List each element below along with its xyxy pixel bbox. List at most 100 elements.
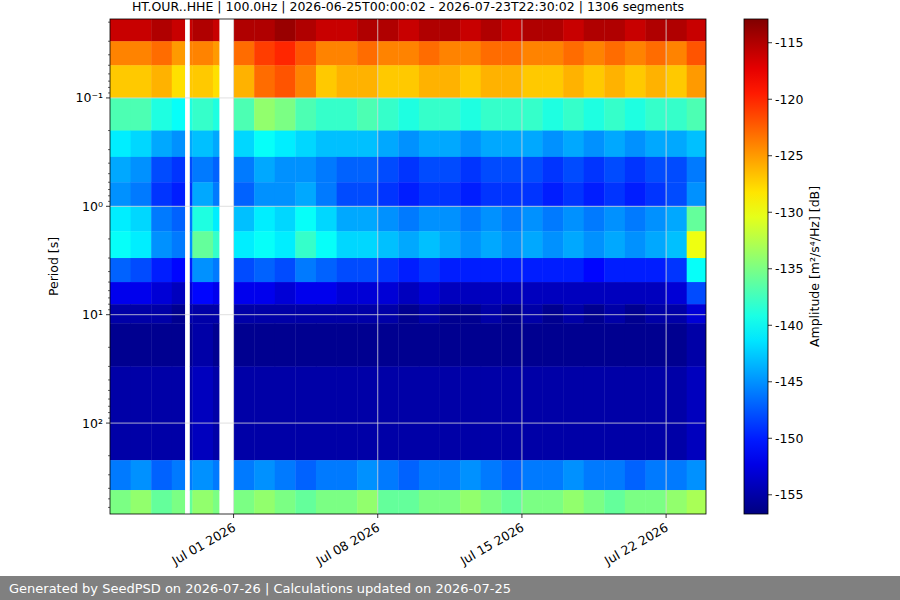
colorbar-tick-label: -140 [775, 318, 803, 333]
heatmap-cell [460, 131, 481, 158]
heatmap-cell [357, 490, 378, 514]
heatmap-cell [357, 41, 378, 65]
heatmap-cell [275, 366, 296, 460]
heatmap-cell [190, 323, 193, 367]
heatmap-cell [337, 98, 358, 131]
heatmap-cell [481, 65, 502, 98]
heatmap-cell [543, 366, 564, 460]
y-minor-tick [108, 507, 110, 508]
heatmap-cell [563, 182, 584, 206]
heatmap-cell [645, 231, 666, 258]
heatmap-cell [295, 366, 316, 460]
heatmap-cell [687, 304, 706, 323]
heatmap-cell [543, 304, 564, 323]
heatmap-cell [378, 258, 399, 282]
heatmap-cell [666, 206, 687, 231]
heatmap-cell [481, 206, 502, 231]
heatmap-cell [190, 258, 193, 282]
heatmap-cell [398, 182, 419, 206]
heatmap-cell [234, 282, 255, 305]
heatmap-cell [295, 282, 316, 305]
heatmap-cell [316, 304, 337, 323]
heatmap-cell [543, 19, 564, 42]
heatmap-cell [357, 282, 378, 305]
heatmap-cell [460, 98, 481, 131]
heatmap-cell [440, 323, 461, 367]
heatmap-cell [419, 206, 440, 231]
y-minor-tick [108, 73, 110, 74]
heatmap-cell [316, 131, 337, 158]
y-minor-tick [108, 297, 110, 298]
heatmap-cell [172, 323, 185, 367]
y-tick [106, 97, 110, 98]
y-tick [106, 423, 110, 424]
grid-line [110, 423, 706, 424]
heatmap-cell [645, 131, 666, 158]
heatmap-cell [254, 282, 275, 305]
y-tick-label: 10¹ [82, 307, 103, 322]
heatmap-cell [172, 131, 185, 158]
y-axis-title: Period [s] [46, 237, 61, 296]
colorbar-tick-label: -120 [775, 92, 803, 107]
heatmap-cell [625, 157, 646, 183]
heatmap-cell [337, 304, 358, 323]
heatmap-cell [398, 460, 419, 490]
x-tick [233, 514, 234, 518]
heatmap-cell [584, 231, 605, 258]
heatmap-cell [190, 460, 193, 490]
heatmap-cell [604, 182, 625, 206]
colorbar-tick-label: -125 [775, 148, 803, 163]
heatmap-cell [604, 157, 625, 183]
colorbar-tick-label: -150 [775, 431, 803, 446]
heatmap-cell [151, 258, 172, 282]
heatmap-cell [419, 490, 440, 514]
heatmap-cell [419, 131, 440, 158]
heatmap-cell [192, 19, 213, 42]
heatmap-cell [234, 98, 255, 131]
grid-line [233, 19, 234, 514]
heatmap-cell [110, 231, 131, 258]
heatmap-cell [625, 19, 646, 42]
heatmap-cell [192, 304, 213, 323]
heatmap-cell [645, 41, 666, 65]
heatmap-cell [357, 65, 378, 98]
heatmap-cell [645, 323, 666, 367]
heatmap-cell [192, 282, 213, 305]
heatmap-cell [378, 231, 399, 258]
heatmap-cell [687, 19, 706, 42]
heatmap-cell [378, 366, 399, 460]
heatmap-cell [295, 231, 316, 258]
heatmap-cell [666, 490, 687, 514]
heatmap-cell [172, 366, 185, 460]
heatmap-cell [440, 258, 461, 282]
x-tick-label: Jul 22 2026 [601, 520, 671, 569]
heatmap-cell [563, 98, 584, 131]
heatmap-cell [110, 460, 131, 490]
y-minor-tick [108, 455, 110, 456]
heatmap-cell [543, 282, 564, 305]
heatmap-cell [151, 366, 172, 460]
heatmap-cell [110, 19, 131, 42]
heatmap-cell [584, 131, 605, 158]
heatmap-cell [213, 157, 219, 183]
heatmap-cell [645, 206, 666, 231]
heatmap-cell [234, 366, 255, 460]
y-minor-tick [108, 418, 110, 419]
heatmap-cell [604, 41, 625, 65]
heatmap-cell [440, 304, 461, 323]
heatmap-cell [337, 41, 358, 65]
heatmap-cell [192, 490, 213, 514]
y-minor-tick [108, 290, 110, 291]
heatmap-cell [357, 323, 378, 367]
heatmap-cell [295, 304, 316, 323]
heatmap-cell [398, 65, 419, 98]
heatmap-cell [192, 206, 213, 231]
heatmap-cell [234, 131, 255, 158]
y-tick [106, 314, 110, 315]
heatmap-cell [481, 41, 502, 65]
heatmap-cell [687, 282, 706, 305]
heatmap-cell [563, 157, 584, 183]
heatmap-cell [440, 460, 461, 490]
heatmap-cell [625, 206, 646, 231]
heatmap-cell [460, 366, 481, 460]
